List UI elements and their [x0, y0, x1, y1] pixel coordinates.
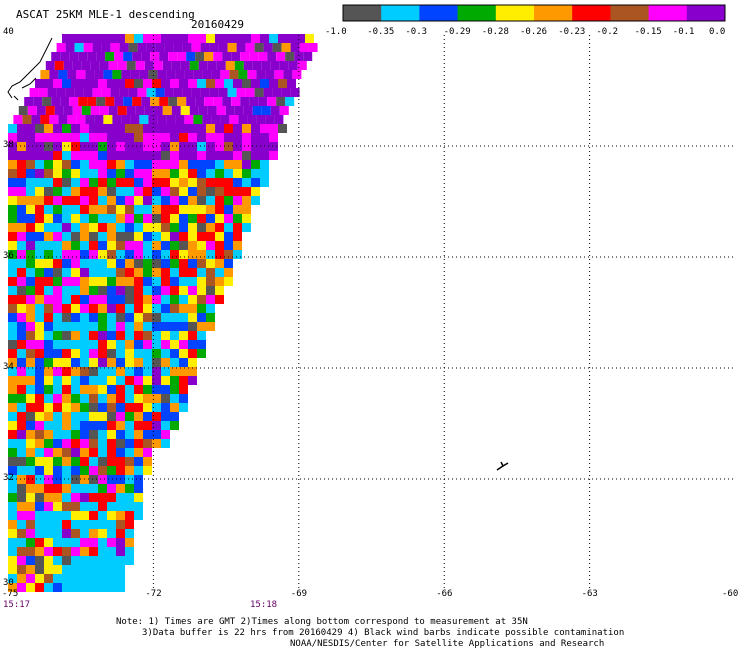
colorbar-segment — [648, 5, 688, 21]
colorbar-segment — [686, 5, 726, 21]
map-date: 20160429 — [191, 18, 244, 31]
time-label-end: 15:18 — [250, 600, 278, 610]
colorbar-segment — [343, 5, 382, 21]
longitude-label: -60 — [722, 589, 739, 599]
colorbar-tick-label: -0.35 — [367, 27, 395, 37]
coastline — [7, 37, 53, 101]
colorbar-segment — [419, 5, 459, 21]
colorbar — [342, 4, 726, 22]
lat-lon-grid — [8, 35, 735, 590]
latitude-label: 40 — [3, 27, 14, 37]
colorbar-tick-label: -0.28 — [481, 27, 509, 37]
colorbar-tick-label: -0.1 — [672, 27, 695, 37]
colorbar-tick-label: -0.15 — [634, 27, 662, 37]
colorbar-tick-label: -0.2 — [596, 27, 619, 37]
longitude-label: -69 — [290, 589, 308, 599]
latitude-label: 36 — [3, 251, 14, 261]
colorbar-tick-label: -0.23 — [558, 27, 586, 37]
note-line-2: 3)Data buffer is 22 hrs from 20160429 4)… — [142, 628, 625, 638]
longitude-label: -63 — [581, 589, 598, 599]
colorbar-tick-label: -0.3 — [405, 27, 428, 37]
longitude-label: -66 — [436, 589, 453, 599]
colorbar-tick-label: -1.0 — [325, 27, 347, 37]
data-cells — [8, 34, 318, 592]
colorbar-tick-label: -0.29 — [443, 27, 471, 37]
colorbar-segment — [572, 5, 611, 21]
colorbar-segment — [610, 5, 650, 21]
longitude-label: -72 — [145, 589, 162, 599]
note-line-3: NOAA/NESDIS/Center for Satellite Applica… — [290, 639, 605, 649]
colorbar-tick-label: -0.26 — [520, 27, 548, 37]
map-title: ASCAT 25KM MLE-1 descending — [16, 8, 195, 21]
colorbar-segment — [457, 5, 497, 21]
wind-barb — [496, 461, 509, 471]
colorbar-segment — [495, 5, 535, 21]
colorbar-tick-label: 0.0 — [709, 27, 726, 37]
latitude-label: 38 — [3, 140, 14, 150]
colorbar-segment — [534, 5, 573, 21]
latitude-label: 30 — [3, 578, 14, 588]
note-line-1: Note: 1) Times are GMT 2)Times along bot… — [116, 617, 528, 627]
colorbar-segment — [381, 5, 420, 21]
time-label-start: 15:17 — [3, 600, 31, 610]
latitude-label: 34 — [3, 362, 14, 372]
latitude-label: 32 — [3, 473, 14, 483]
longitude-label: -75 — [2, 589, 19, 599]
